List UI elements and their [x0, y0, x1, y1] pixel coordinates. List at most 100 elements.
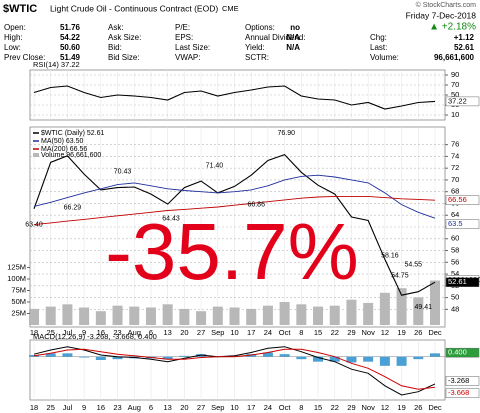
- x-tick-label: 20: [180, 328, 188, 337]
- value-tag-label: 0.400: [448, 348, 467, 357]
- x-tick-label: Aug: [128, 328, 141, 337]
- value-tag-label: -3.268: [448, 376, 469, 385]
- histogram-bar: [62, 353, 73, 357]
- field-label: Yield:: [245, 43, 265, 52]
- x-tick-label: 27: [197, 328, 205, 337]
- field-label: Open:: [4, 23, 26, 32]
- x-tick-label: 26: [414, 328, 422, 337]
- field-label: SCTR:: [245, 53, 269, 62]
- x-tick-label: 24: [264, 328, 272, 337]
- symbol: $WTIC: [3, 3, 37, 15]
- x-tick-label: Nov: [361, 328, 375, 337]
- value-tag-label: -3.668: [448, 388, 469, 397]
- field-label: Bid:: [108, 43, 122, 52]
- point-label: 66.86: [247, 201, 265, 208]
- series-line: [33, 348, 436, 390]
- y-tick-label: 54: [451, 269, 459, 278]
- x-tick-label: Nov: [361, 403, 375, 412]
- value-tag: [445, 388, 480, 398]
- histogram-bar: [45, 353, 56, 357]
- point-label: 63.40: [25, 222, 43, 229]
- y-tick-label: 68: [451, 187, 459, 196]
- volume-bar: [79, 307, 90, 325]
- histogram-bar: [396, 356, 407, 366]
- point-label: 66.29: [64, 205, 82, 212]
- histogram-bar: [29, 355, 39, 357]
- histogram-bar: [430, 353, 440, 357]
- field-value: 51.76: [60, 23, 81, 32]
- point-label: 49.41: [415, 304, 433, 311]
- histogram-bar: [296, 356, 307, 360]
- volume-bar: [29, 308, 39, 325]
- series-line: [33, 174, 436, 219]
- histogram-bar: [262, 352, 273, 357]
- field-label: Annual Dividend:: [245, 33, 305, 42]
- x-tick-label: 17: [247, 403, 255, 412]
- x-tick-label: 18: [30, 328, 38, 337]
- x-tick-label: 15: [314, 328, 322, 337]
- legend-label: MA(50) 63.50: [41, 138, 84, 145]
- x-tick-label: 19: [397, 328, 405, 337]
- y-tick-label: 50: [451, 293, 459, 302]
- volume-bar: [229, 307, 240, 325]
- x-tick-label: Oct: [279, 328, 292, 337]
- histogram-bar: [379, 356, 390, 366]
- y-tick-label: 60: [451, 234, 459, 243]
- x-tick-label: 12: [381, 403, 389, 412]
- panel-frame: [29, 339, 446, 401]
- header: $WTIC Light Crude Oil - Continuous Contr…: [3, 1, 476, 33]
- field-value: 50.60: [60, 43, 81, 52]
- volume-tick-label: 125M: [7, 262, 26, 271]
- volume-bar: [279, 302, 290, 325]
- volume-bar: [329, 305, 340, 325]
- value-tag: [445, 96, 480, 107]
- value-tag-label: 37.22: [448, 96, 467, 105]
- value-tag-label: 52.61: [448, 277, 467, 286]
- point-label: 54.55: [405, 262, 423, 269]
- point-label: 70.43: [114, 168, 132, 175]
- histogram-bar: [413, 356, 424, 360]
- field-value: 54.22: [60, 33, 81, 42]
- x-tick-label: 29: [347, 328, 355, 337]
- series-line: [33, 346, 436, 396]
- x-tick-label: 6: [149, 403, 153, 412]
- field-value: N/A: [286, 33, 300, 42]
- field-label: Last:: [370, 43, 387, 52]
- y-tick-label: 90: [451, 70, 459, 79]
- y-tick-label: 70: [451, 80, 459, 89]
- field-label: Chg:: [370, 33, 387, 42]
- volume-bar: [313, 306, 324, 325]
- volume-bar: [396, 288, 407, 325]
- headline: -35.7%: [105, 207, 358, 296]
- field-label: Ask Size:: [108, 33, 141, 42]
- field-label: VWAP:: [175, 53, 200, 62]
- legend-label: Volume 96,661,600: [41, 152, 101, 159]
- volume-tick-label: 75M: [11, 285, 26, 294]
- credit: © StockCharts.com: [416, 1, 477, 9]
- series-line: [33, 153, 436, 296]
- y-tick-label: 56: [451, 257, 459, 266]
- x-tick-label: Jul: [63, 403, 73, 412]
- value-tag: [445, 195, 480, 205]
- y-tick-label: 58: [451, 246, 459, 255]
- y-tick-label: 64: [451, 210, 459, 219]
- date: Friday 7-Dec-2018: [406, 10, 477, 20]
- field-label: Options:: [245, 23, 275, 32]
- volume-bar: [179, 308, 190, 325]
- x-tick-label: Sep: [211, 403, 224, 412]
- change-pct: ▲ +2.18%: [429, 22, 476, 33]
- point-label: 76.90: [278, 130, 296, 137]
- field-value: 96,661,600: [434, 53, 475, 62]
- x-tick-label: 25: [47, 328, 55, 337]
- x-tick-label: 27: [197, 403, 205, 412]
- field-value: +1.12: [454, 33, 475, 42]
- point-label: 71.40: [206, 163, 224, 170]
- volume-bar: [62, 304, 73, 325]
- volume-bar: [346, 299, 357, 325]
- x-tick-label: Aug: [128, 403, 141, 412]
- volume-bar: [145, 307, 156, 325]
- y-tick-label: 76: [451, 140, 459, 149]
- value-tag: [445, 347, 480, 358]
- field-value: no: [290, 23, 300, 32]
- volume-bar: [129, 306, 140, 325]
